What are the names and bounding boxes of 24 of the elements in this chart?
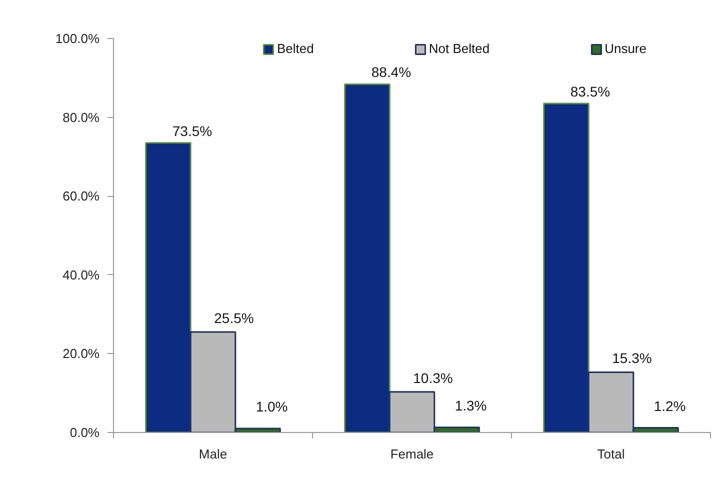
- y-tick-label: 60.0%: [62, 188, 100, 204]
- x-tick-label: Female: [390, 446, 434, 462]
- data-label: 25.5%: [214, 310, 254, 326]
- legend-label: Not Belted: [428, 41, 490, 56]
- bar: [145, 142, 192, 432]
- x-tick-label: Total: [597, 446, 625, 462]
- data-label: 1.3%: [454, 397, 487, 414]
- legend-label: Unsure: [604, 41, 646, 56]
- data-label: 83.5%: [570, 84, 610, 100]
- legend-label: Belted: [277, 41, 314, 56]
- bar: [543, 102, 590, 432]
- data-label: 15.3%: [612, 350, 652, 366]
- bar: [344, 83, 390, 432]
- y-tick-label: 20.0%: [62, 346, 100, 362]
- y-tick-label: 40.0%: [62, 267, 100, 282]
- y-tick-label: 0.0%: [70, 425, 100, 440]
- data-label: 1.0%: [256, 398, 288, 415]
- x-tick-label: Male: [198, 446, 228, 462]
- y-tick-label: 80.0%: [62, 110, 100, 125]
- y-tick-label: 100.0%: [55, 31, 100, 46]
- data-label: 10.3%: [413, 370, 453, 386]
- data-label: 73.5%: [172, 122, 212, 139]
- data-label: 1.2%: [654, 398, 686, 414]
- data-label: 88.4%: [371, 64, 412, 80]
